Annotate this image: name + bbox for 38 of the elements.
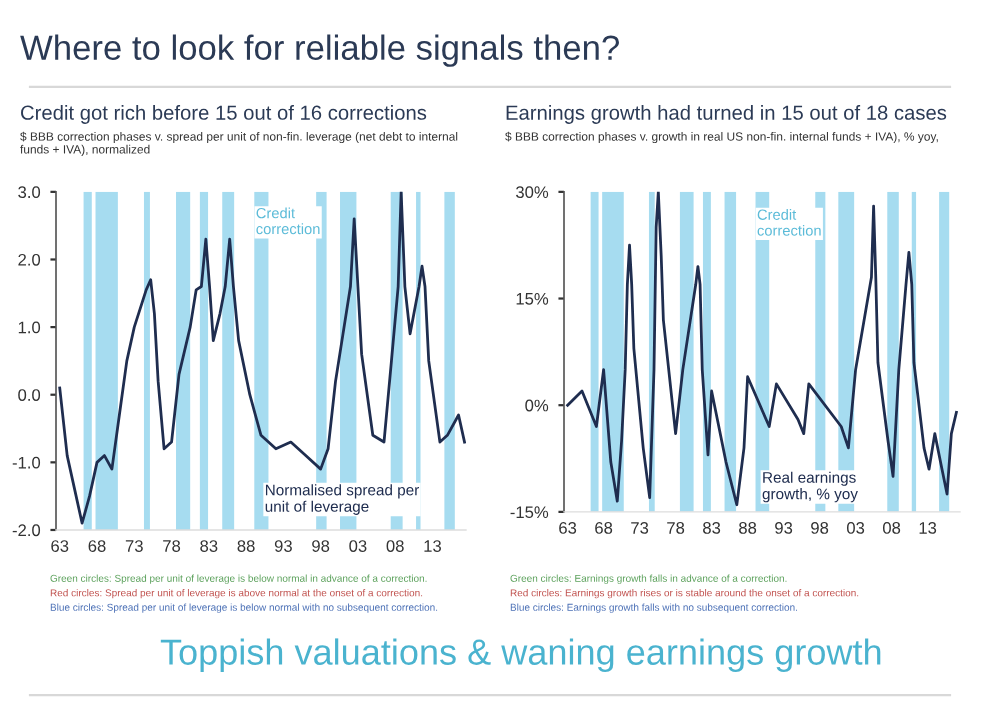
y-tick-label: -2.0: [12, 524, 41, 537]
y-tick-label: 30%: [516, 186, 549, 199]
y-tick-label: 0%: [525, 399, 549, 412]
chart-title: Earnings growth had turned in 15 out of 18 cases: [506, 104, 947, 124]
chart-title: Credit got rich before 15 out of 16 corrections: [21, 104, 427, 124]
y-tick-label: 15%: [516, 293, 549, 305]
x-tick-label: 68: [595, 522, 613, 534]
x-tick-label: 88: [739, 522, 757, 534]
x-tick-label: 08: [882, 522, 901, 534]
x-tick-label: 03: [349, 540, 367, 552]
line-series: [566, 191, 958, 507]
y-tick-label: -15%: [510, 506, 549, 519]
x-tick-label: 13: [919, 522, 937, 534]
x-tick-label: 73: [125, 540, 143, 552]
x-tick-label: 88: [237, 540, 255, 552]
x-tick-label: 83: [703, 522, 721, 534]
x-tick-label: 68: [88, 540, 106, 552]
y-tick-label: 2.0: [18, 253, 41, 266]
y-tick-label: -1.0: [12, 456, 41, 469]
x-tick-label: 78: [667, 522, 685, 534]
line-series: [58, 191, 466, 525]
x-tick-label: 63: [51, 540, 69, 552]
x-tick-label: 93: [274, 540, 292, 552]
x-tick-label: 03: [846, 522, 865, 534]
x-tick-label: 78: [163, 540, 181, 552]
x-tick-label: 98: [811, 522, 829, 534]
x-tick-label: 98: [312, 540, 330, 552]
x-tick-label: 93: [775, 522, 793, 534]
x-tick-label: 73: [631, 522, 649, 534]
y-tick-label: 0.0: [18, 389, 41, 401]
text: Toppish valuations & waning earnings growth: [160, 638, 881, 673]
text: Where to look for reliable signals then?: [20, 34, 619, 67]
y-tick-label: 3.0: [18, 186, 41, 199]
x-tick-label: 08: [386, 540, 404, 552]
x-tick-label: 13: [424, 540, 441, 552]
x-tick-label: 63: [559, 522, 577, 534]
x-tick-label: 83: [200, 540, 218, 552]
y-tick-label: 1.0: [18, 321, 41, 334]
